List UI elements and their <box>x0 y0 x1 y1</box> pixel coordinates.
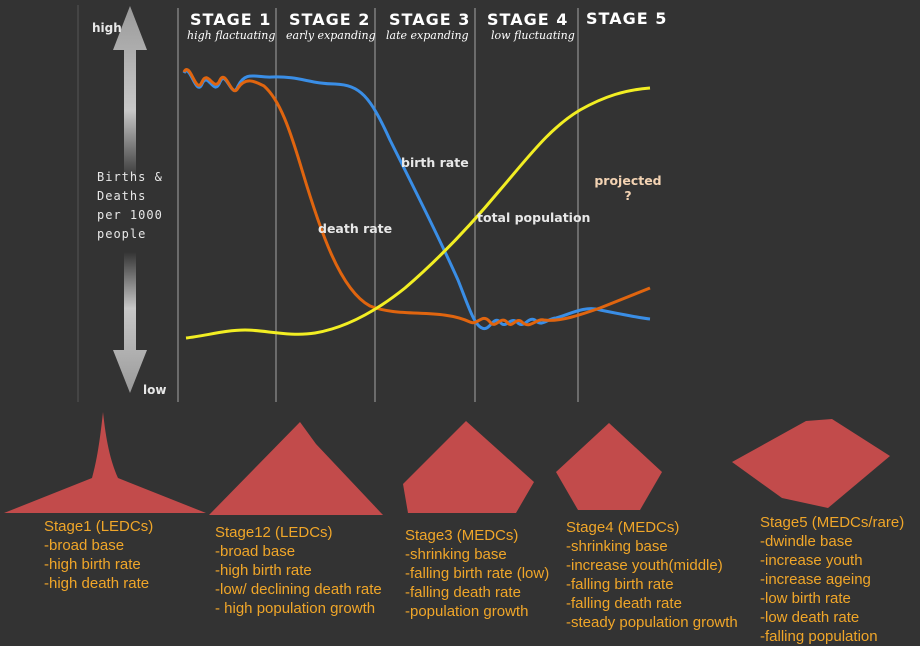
stage-3-subtitle: late expanding <box>386 29 469 42</box>
description-point: -high birth rate <box>215 562 312 579</box>
description-point: -high death rate <box>44 575 150 592</box>
description-point: -increase youth(middle) <box>566 557 723 574</box>
stage-4-title: STAGE 4 <box>487 10 569 29</box>
description-point: -broad base <box>44 537 125 554</box>
arrow-up-icon <box>113 6 147 180</box>
description-point: -shrinking base <box>566 538 668 555</box>
stage-1-description: Stage1 (LEDCs) -broad base -high birth r… <box>44 517 153 593</box>
projected-label: projected ? <box>588 173 668 203</box>
stage-5-pyramid <box>732 419 890 508</box>
description-point: -increase ageing <box>760 571 871 588</box>
total-population-curve <box>185 86 651 340</box>
description-point: -broad base <box>215 543 296 560</box>
stage-4-subtitle: low fluctuating <box>491 29 575 42</box>
description-point: -falling death rate <box>405 584 521 601</box>
description-point: -falling birth rate (low) <box>405 565 550 582</box>
description-title: Stage4 (MEDCs) <box>566 519 680 536</box>
description-point: - high population growth <box>215 600 376 617</box>
stage-2-subtitle: early expanding <box>286 29 376 42</box>
stage-4-pyramid <box>556 423 662 510</box>
description-point: -falling population <box>760 628 878 645</box>
description-point: -increase youth <box>760 552 863 569</box>
description-point: -falling death rate <box>566 595 682 612</box>
stage-2-description: Stage12 (LEDCs) -broad base -high birth … <box>215 523 382 618</box>
stage-1-subtitle: high flactuating <box>187 29 276 42</box>
description-point: -falling birth rate <box>566 576 674 593</box>
y-axis-label: Births & Deaths per 1000 people <box>97 168 177 244</box>
description-point: -shrinking base <box>405 546 507 563</box>
stage-1-title: STAGE 1 <box>190 10 272 29</box>
stage-3-description: Stage3 (MEDCs) -shrinking base -falling … <box>405 526 549 621</box>
description-title: Stage1 (LEDCs) <box>44 518 154 535</box>
description-point: -high birth rate <box>44 556 141 573</box>
total-population-label: total population <box>477 210 591 225</box>
stage-2-pyramid <box>209 422 383 515</box>
axis-high-label: high <box>92 21 122 35</box>
stage-2-title: STAGE 2 <box>289 10 371 29</box>
arrow-down-icon <box>113 252 147 393</box>
y-axis-label-line: per 1000 <box>97 208 163 222</box>
y-axis-label-line: Births & <box>97 170 163 184</box>
projected-text: projected <box>594 173 662 188</box>
death-rate-curve <box>182 68 651 327</box>
description-point: -low/ declining death rate <box>215 581 382 598</box>
stage-4-description: Stage4 (MEDCs) -shrinking base -increase… <box>566 518 738 632</box>
description-point: -population growth <box>405 603 529 620</box>
description-point: -steady population growth <box>566 614 738 631</box>
birth-rate-label: birth rate <box>401 155 469 170</box>
stage-5-description: Stage5 (MEDCs/rare) -dwindle base -incre… <box>760 513 904 646</box>
axis-low-label: low <box>143 383 167 397</box>
y-axis-label-line: people <box>97 227 147 241</box>
description-point: -dwindle base <box>760 533 853 550</box>
description-point: -low birth rate <box>760 590 851 607</box>
description-title: Stage12 (LEDCs) <box>215 524 333 541</box>
stage-1-pyramid <box>4 412 206 513</box>
death-rate-label: death rate <box>318 221 393 236</box>
projected-question-mark: ? <box>624 188 632 203</box>
description-title: Stage5 (MEDCs/rare) <box>760 514 905 531</box>
y-axis-label-line: Deaths <box>97 189 147 203</box>
stage-3-title: STAGE 3 <box>389 10 471 29</box>
stage-3-pyramid <box>403 421 534 513</box>
description-point: -low death rate <box>760 609 860 626</box>
stage-5-title: STAGE 5 <box>586 9 668 28</box>
description-title: Stage3 (MEDCs) <box>405 527 519 544</box>
